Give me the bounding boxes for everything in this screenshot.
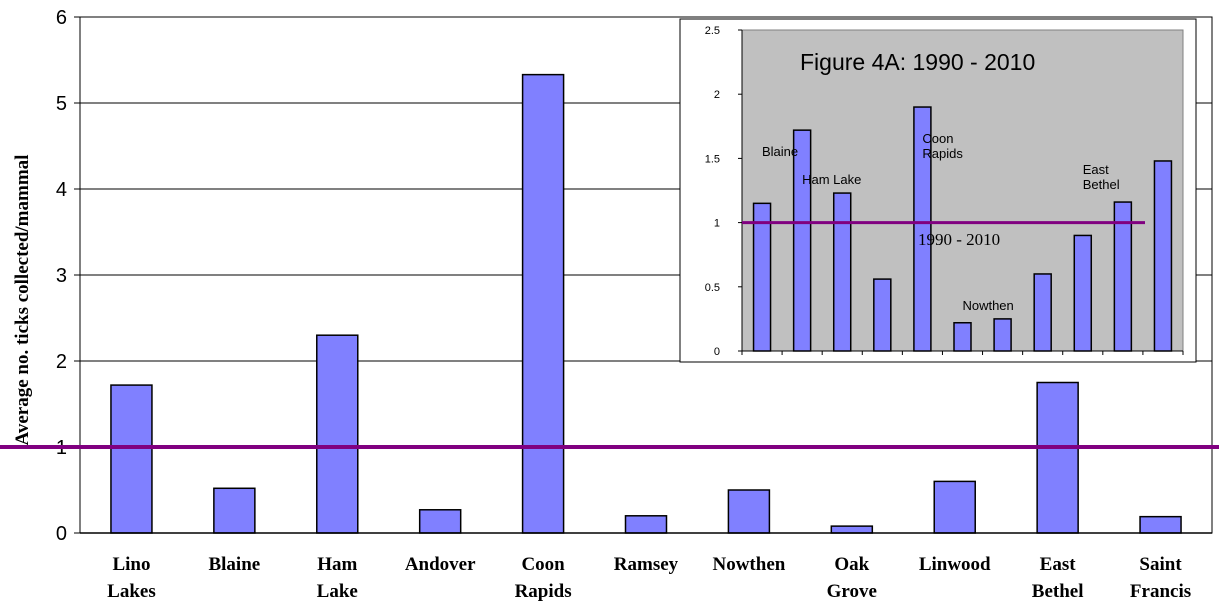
inset-annotation: Coon Rapids bbox=[922, 131, 963, 161]
category-label-line: Blaine bbox=[208, 554, 260, 575]
main-category-label: East Bethel bbox=[1032, 554, 1084, 602]
inset-annotation-line: Nowthen bbox=[962, 298, 1013, 313]
inset-y-tick-label: 0 bbox=[714, 346, 720, 358]
main-bar bbox=[933, 480, 976, 534]
inset-bar bbox=[1033, 273, 1052, 352]
main-y-axis-label: Average no. ticks collected/mammal bbox=[12, 155, 33, 446]
main-category-label: Ham Lake bbox=[317, 554, 358, 602]
main-category-label: Blaine bbox=[208, 554, 260, 575]
main-y-tick-label: 4 bbox=[56, 179, 67, 201]
main-category-label: Lino Lakes bbox=[107, 554, 156, 602]
inset-bar bbox=[1073, 234, 1093, 352]
main-bar bbox=[521, 73, 565, 534]
inset-bar bbox=[1113, 201, 1133, 352]
main-category-label: Oak Grove bbox=[827, 554, 877, 602]
inset-plot-area bbox=[741, 29, 1184, 352]
inset-annotation-line: Blaine bbox=[762, 144, 798, 159]
category-label-line: Grove bbox=[827, 581, 877, 602]
main-bar bbox=[1036, 381, 1079, 534]
inset-y-tick-label: 0.5 bbox=[705, 282, 720, 294]
main-category-labels: Lino Lakes Blaine Ham Lake Andover Coon Rapids R… bbox=[107, 554, 1191, 602]
category-label-line: Linwood bbox=[919, 554, 991, 575]
category-label-line: Saint bbox=[1139, 554, 1182, 575]
main-y-tick-labels: 0123456 bbox=[56, 7, 67, 545]
inset-bar bbox=[873, 278, 892, 352]
main-bar bbox=[624, 515, 668, 534]
inset-y-tick-label: 2.5 bbox=[705, 25, 720, 37]
inset-y-tick-label: 1 bbox=[714, 218, 720, 230]
inset-annotation: East Bethel bbox=[1083, 162, 1120, 192]
category-label-line: Lakes bbox=[107, 581, 156, 602]
main-category-label: Coon Rapids bbox=[515, 554, 572, 602]
main-y-tick-label: 2 bbox=[56, 351, 67, 373]
inset-annotation: Blaine bbox=[762, 144, 798, 159]
inset-bar bbox=[953, 322, 972, 352]
inset-reference-label: 1990 - 2010 bbox=[918, 230, 1000, 249]
main-y-tick-label: 6 bbox=[56, 7, 67, 29]
category-label-line: Ramsey bbox=[614, 554, 679, 575]
category-label-line: Rapids bbox=[515, 581, 572, 602]
main-bar bbox=[830, 525, 874, 534]
category-label-line: Francis bbox=[1130, 581, 1191, 602]
category-label-line: Bethel bbox=[1032, 581, 1084, 602]
main-bars bbox=[110, 73, 1182, 534]
main-bar bbox=[727, 489, 771, 534]
main-category-label: Ramsey bbox=[614, 554, 679, 575]
main-bar bbox=[316, 334, 359, 534]
inset-title: Figure 4A: 1990 - 2010 bbox=[800, 49, 1035, 75]
inset-annotation-line: Coon bbox=[922, 131, 953, 146]
category-label-line: East bbox=[1040, 554, 1077, 575]
category-label-line: Andover bbox=[405, 554, 476, 575]
category-label-line: Lino bbox=[112, 554, 150, 575]
category-label-line: Coon bbox=[521, 554, 565, 575]
main-category-label: Saint Francis bbox=[1130, 554, 1191, 602]
inset-annotation-line: East bbox=[1083, 162, 1109, 177]
category-label-line: Nowthen bbox=[712, 554, 785, 575]
inset-bar bbox=[752, 202, 772, 352]
main-bar bbox=[1139, 515, 1182, 534]
inset-annotation-line: Bethel bbox=[1083, 177, 1120, 192]
inset-annotation-line: Ham Lake bbox=[802, 172, 861, 187]
inset-annotation-line: Rapids bbox=[922, 146, 963, 161]
main-y-tick-label: 5 bbox=[56, 93, 67, 115]
category-label-line: Ham bbox=[317, 554, 357, 575]
inset-annotation: Nowthen bbox=[962, 298, 1013, 313]
main-category-label: Linwood bbox=[919, 554, 991, 575]
main-category-label: Andover bbox=[405, 554, 476, 575]
main-y-tick-label: 3 bbox=[56, 265, 67, 287]
main-category-label: Nowthen bbox=[712, 554, 785, 575]
category-label-line: Lake bbox=[317, 581, 358, 602]
inset-chart: 0 0.5 1 1.5 2 2.5 Figure 4A: 1990 - 2010 1990 -… bbox=[679, 18, 1197, 363]
inset-annotation: Ham Lake bbox=[802, 172, 861, 187]
main-bar bbox=[213, 487, 256, 534]
main-y-tick-label: 0 bbox=[56, 523, 67, 545]
inset-bar bbox=[832, 192, 852, 352]
inset-y-tick-label: 1.5 bbox=[705, 153, 720, 165]
main-bar bbox=[110, 384, 153, 534]
inset-bar bbox=[792, 129, 812, 352]
inset-bar bbox=[993, 318, 1012, 352]
inset-bar bbox=[1153, 160, 1173, 352]
main-bar bbox=[418, 509, 462, 534]
category-label-line: Oak bbox=[834, 554, 869, 575]
inset-y-tick-label: 2 bbox=[714, 89, 720, 101]
